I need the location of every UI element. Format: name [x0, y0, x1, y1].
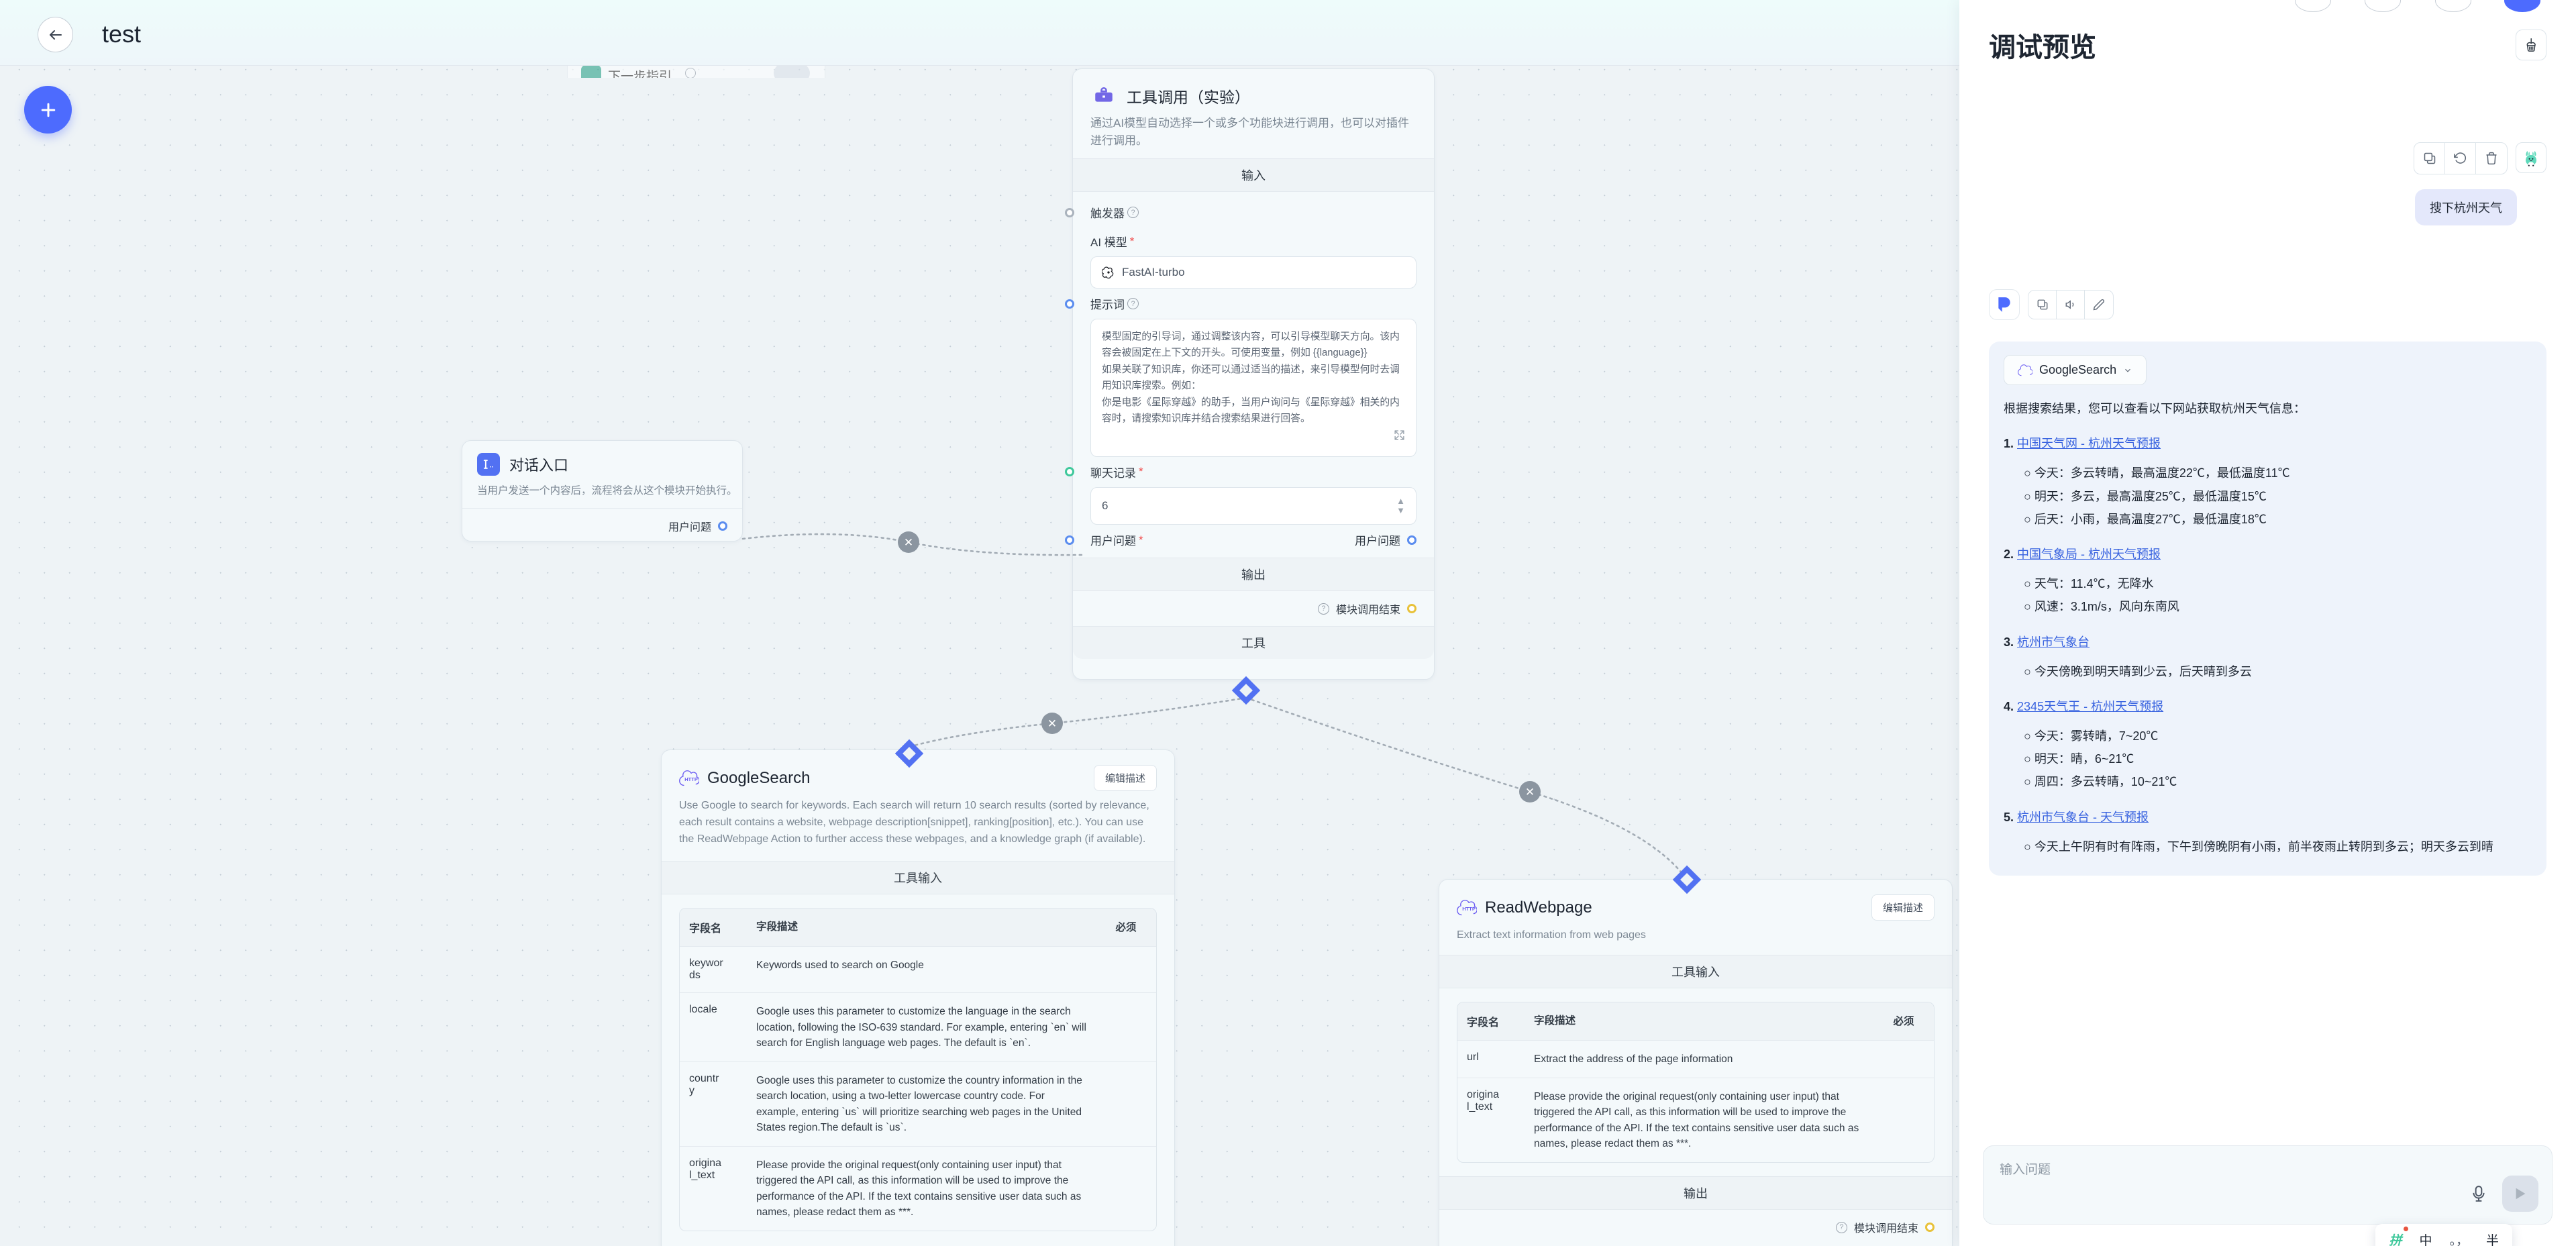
svg-text:✕: ✕: [904, 536, 913, 549]
svg-text:✕: ✕: [1047, 717, 1057, 730]
svg-text:✕: ✕: [1525, 786, 1535, 798]
